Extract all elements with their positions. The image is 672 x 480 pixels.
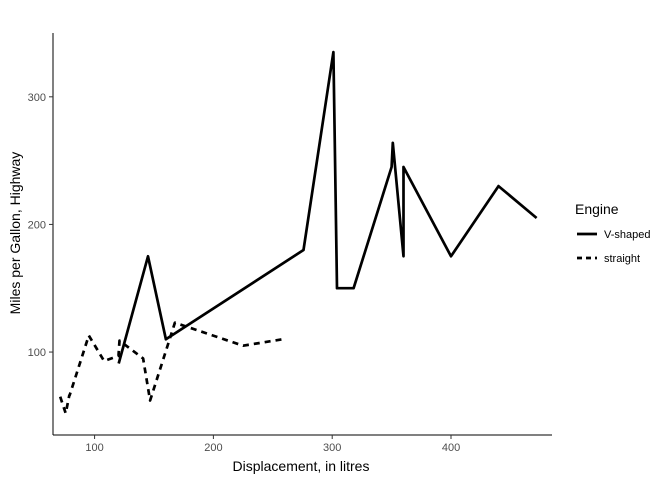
x-tick-label: 200: [204, 442, 222, 454]
series-layer: [58, 50, 538, 415]
y-tick-label: 200: [28, 219, 46, 231]
legend-title: Engine: [575, 201, 619, 217]
series-line-v-shaped: [117, 50, 538, 364]
x-tick-label: 400: [442, 442, 460, 454]
x-tick-label: 100: [85, 442, 103, 454]
legend-label: V-shaped: [604, 229, 650, 241]
axes: 100 200 300 400 100 200 300: [28, 33, 552, 454]
x-axis-title: Displacement, in litres: [233, 458, 370, 474]
y-tick-label: 100: [28, 347, 46, 359]
y-tick-label: 300: [28, 92, 46, 104]
series-line-straight: [58, 321, 283, 415]
x-tick-label: 300: [323, 442, 341, 454]
legend: Engine V-shaped straight: [575, 201, 650, 265]
y-axis-title: Miles per Gallon, Highway: [7, 152, 23, 315]
legend-label: straight: [604, 253, 640, 265]
